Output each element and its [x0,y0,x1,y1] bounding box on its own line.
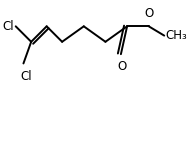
Text: Cl: Cl [3,20,14,33]
Text: CH₃: CH₃ [166,29,188,42]
Text: Cl: Cl [21,70,32,83]
Text: O: O [118,60,127,73]
Text: O: O [144,7,153,20]
